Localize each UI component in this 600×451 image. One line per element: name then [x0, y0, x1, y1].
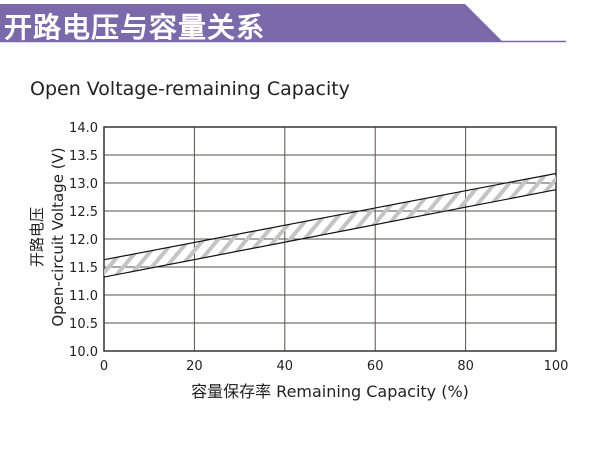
y-tick-label: 11.5 [69, 261, 98, 276]
y-tick-label: 10.0 [69, 345, 98, 360]
lower-bound-line [103, 189, 557, 278]
voltage-band [104, 173, 556, 278]
chart-title: Open Voltage-remaining Capacity [30, 78, 350, 100]
x-tick-label: 100 [544, 359, 569, 374]
banner-background [0, 4, 502, 41]
x-tick-label: 40 [277, 359, 294, 374]
x-tick-label: 60 [367, 359, 384, 374]
x-axis-label: 容量保存率 Remaining Capacity (%) [191, 382, 469, 401]
x-tick-label: 20 [186, 359, 203, 374]
y-tick-label: 12.0 [69, 233, 98, 248]
y-tick-label: 13.5 [69, 149, 98, 164]
banner-title: 开路电压与容量关系 [4, 11, 266, 44]
y-axis-label-cn: 开路电压 [28, 207, 46, 267]
x-tick-label: 80 [457, 359, 474, 374]
x-tick-label: 0 [100, 359, 108, 374]
y-tick-label: 11.0 [69, 289, 98, 304]
y-tick-label: 12.5 [69, 205, 98, 220]
y-axis-label: Open-circuit Voltage (V) [49, 147, 67, 326]
y-tick-label: 13.0 [69, 177, 98, 192]
y-tick-label: 14.0 [69, 121, 98, 136]
upper-bound-line [103, 172, 557, 261]
plot-frame [103, 126, 557, 352]
y-tick-label: 10.5 [69, 317, 98, 332]
header-banner [0, 4, 566, 43]
